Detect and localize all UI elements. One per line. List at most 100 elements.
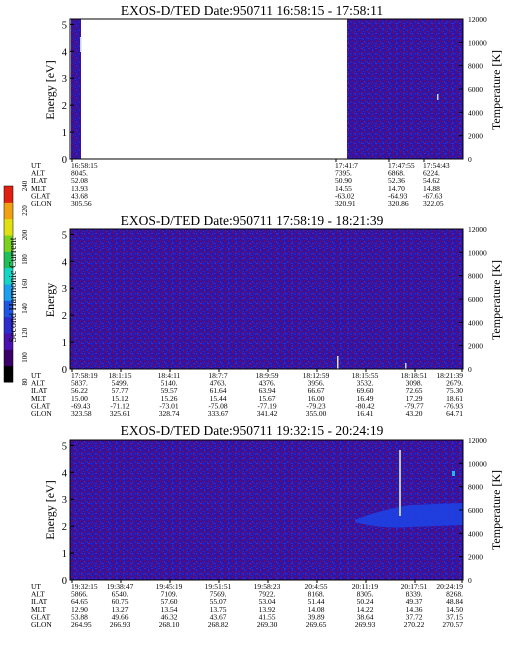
y-tick-label: 1 bbox=[62, 549, 67, 560]
orbit-row-label: MLT bbox=[31, 394, 47, 403]
orbit-value: -76.93 bbox=[444, 401, 464, 410]
orbit-value: 63.94 bbox=[259, 386, 276, 395]
light-streak bbox=[337, 356, 339, 369]
colorbar-swatch bbox=[4, 316, 13, 334]
y-tick-label: 3 bbox=[62, 74, 67, 85]
panel-3: EXOS-D/TED Date:950711 19:32:15 - 20:24:… bbox=[31, 423, 503, 629]
orbit-value: 20:17:51 bbox=[401, 582, 428, 591]
y-axis-label: Energy [eV] bbox=[43, 60, 57, 119]
y-tick-label: 4 bbox=[62, 468, 68, 479]
orbit-value: 325.61 bbox=[110, 409, 131, 418]
y-axis: 0 1 2 3 4 5 bbox=[62, 441, 74, 587]
colorbar: 80 100 120 140 160 180 200 220 240 bbox=[3, 180, 29, 386]
orbit-value: 3098. bbox=[406, 379, 423, 388]
orbit-row-label: GLAT bbox=[31, 401, 51, 410]
orbit-value: 14.88 bbox=[423, 184, 440, 193]
y-tick-label: 5 bbox=[62, 441, 67, 452]
orbit-value: -79.23 bbox=[306, 401, 326, 410]
orbit-value: 57.77 bbox=[112, 386, 129, 395]
orbit-value: 3532. bbox=[357, 379, 374, 388]
orbit-value: 48.84 bbox=[446, 597, 463, 606]
panel-2: EXOS-D/TED Date:950711 17:58:19 - 18:21:… bbox=[31, 213, 503, 418]
panel-1: EXOS-D/TED Date:950711 16:58:15 - 17:58:… bbox=[31, 3, 503, 208]
y2-tick-label: 6000 bbox=[468, 295, 483, 304]
orbit-value: 322.05 bbox=[423, 199, 444, 208]
orbit-row-label: UT bbox=[31, 582, 41, 591]
orbit-value: 7109. bbox=[161, 590, 178, 599]
colorbar-swatch bbox=[4, 333, 13, 350]
y-tick-label: 4 bbox=[62, 257, 68, 268]
orbit-value: 61.64 bbox=[210, 386, 227, 395]
orbit-value: 39.89 bbox=[308, 612, 325, 621]
orbit-value: 14.22 bbox=[357, 605, 374, 614]
colorbar-tick: 140 bbox=[21, 303, 29, 314]
orbit-value: 13.93 bbox=[71, 184, 88, 193]
orbit-value: 15.67 bbox=[259, 394, 276, 403]
colorbar-swatch bbox=[4, 300, 13, 318]
orbit-value: 75.30 bbox=[446, 386, 463, 395]
orbit-value: 14.55 bbox=[335, 184, 352, 193]
y-tick-label: 3 bbox=[62, 495, 67, 506]
y-tick-label: 0 bbox=[62, 365, 67, 376]
orbit-value: 50.90 bbox=[335, 176, 352, 185]
orbit-value: -75.08 bbox=[208, 401, 228, 410]
orbit-value: 13.54 bbox=[161, 605, 178, 614]
y2-tick-label: 12000 bbox=[468, 436, 487, 445]
orbit-value: 19:58:23 bbox=[254, 582, 281, 591]
orbit-row-label: UT bbox=[31, 371, 41, 380]
orbit-value: 269.65 bbox=[306, 620, 327, 629]
orbit-value: 72.65 bbox=[406, 386, 423, 395]
orbit-value: 20:11:19 bbox=[352, 582, 379, 591]
orbit-value: 37.72 bbox=[406, 612, 423, 621]
y2-tick-label: 6000 bbox=[468, 506, 483, 515]
orbit-value: -77.19 bbox=[257, 401, 277, 410]
light-streak bbox=[399, 450, 401, 516]
y2-tick-label: 6000 bbox=[468, 85, 483, 94]
y2-axis-label: Temperature [K] bbox=[489, 260, 503, 340]
orbit-value: 14.70 bbox=[388, 184, 405, 193]
orbit-row-label: UT bbox=[31, 161, 41, 170]
orbit-value: 14.36 bbox=[406, 605, 423, 614]
orbit-value: -80.42 bbox=[355, 401, 375, 410]
y-tick-label: 4 bbox=[62, 47, 68, 58]
orbit-value: 13.92 bbox=[259, 605, 276, 614]
orbit-value: 18:21:39 bbox=[436, 371, 463, 380]
orbit-value: 269.30 bbox=[257, 620, 278, 629]
orbit-value: 18:15:55 bbox=[352, 371, 379, 380]
orbit-value: 328.74 bbox=[159, 409, 180, 418]
y-tick-label: 0 bbox=[62, 155, 67, 166]
orbit-value: 49.66 bbox=[112, 612, 129, 621]
orbit-value: 15.44 bbox=[210, 394, 227, 403]
y2-tick-label: 2000 bbox=[468, 342, 483, 351]
orbit-value: 269.93 bbox=[355, 620, 376, 629]
y2-axis: 0 2000 4000 6000 8000 10000 12000 bbox=[459, 15, 487, 164]
orbit-row-label: GLAT bbox=[31, 612, 51, 621]
orbit-value: 6868. bbox=[388, 169, 405, 178]
colorbar-swatch bbox=[4, 202, 13, 220]
orbit-value: 53.88 bbox=[71, 612, 88, 621]
y-tick-label: 2 bbox=[62, 101, 67, 112]
orbit-value: -67.63 bbox=[423, 191, 443, 200]
orbit-value: 18.61 bbox=[446, 394, 463, 403]
orbit-value: 270.57 bbox=[442, 620, 463, 629]
y2-tick-label: 2000 bbox=[468, 553, 483, 562]
colorbar-tick: 100 bbox=[21, 352, 29, 363]
colorbar-tick: 180 bbox=[21, 254, 29, 265]
y2-axis: 0 2000 4000 6000 8000 10000 12000 bbox=[459, 436, 487, 585]
orbit-value: 18:4:11 bbox=[158, 371, 181, 380]
orbit-value: 266.93 bbox=[110, 620, 131, 629]
orbit-value: 52.36 bbox=[388, 176, 405, 185]
colorbar-tick: 220 bbox=[21, 205, 29, 216]
orbit-value: 305.56 bbox=[71, 199, 92, 208]
orbit-value: 268.10 bbox=[159, 620, 180, 629]
orbit-value: 54.62 bbox=[423, 176, 440, 185]
orbit-value: 4376. bbox=[259, 379, 276, 388]
colorbar-tick: 200 bbox=[21, 229, 29, 240]
orbit-row-label: MLT bbox=[31, 605, 47, 614]
orbit-value: 4763. bbox=[210, 379, 227, 388]
spectrogram bbox=[69, 439, 464, 581]
orbit-value: 7922. bbox=[259, 590, 276, 599]
orbit-value: 57.60 bbox=[161, 597, 178, 606]
orbit-row-label: ALT bbox=[31, 169, 45, 178]
